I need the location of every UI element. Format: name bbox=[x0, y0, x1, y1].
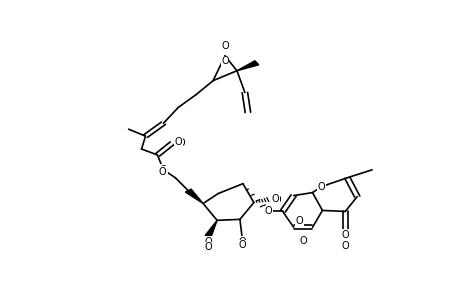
Text: O: O bbox=[158, 167, 166, 177]
Text: O: O bbox=[299, 236, 307, 246]
Polygon shape bbox=[185, 189, 203, 203]
Text: O: O bbox=[295, 216, 303, 226]
Text: O: O bbox=[204, 242, 212, 252]
Text: O: O bbox=[221, 41, 228, 51]
Polygon shape bbox=[205, 220, 217, 237]
Text: O: O bbox=[204, 236, 212, 247]
Text: O: O bbox=[273, 194, 280, 205]
Text: O: O bbox=[177, 138, 185, 148]
Text: O: O bbox=[238, 236, 245, 247]
Text: O: O bbox=[317, 182, 325, 192]
Text: O: O bbox=[263, 206, 271, 216]
Text: O: O bbox=[238, 240, 245, 250]
Text: O: O bbox=[159, 165, 167, 175]
Text: O: O bbox=[264, 206, 272, 216]
Text: O: O bbox=[271, 194, 279, 203]
Text: O: O bbox=[341, 230, 348, 240]
Polygon shape bbox=[236, 61, 258, 71]
Text: O: O bbox=[341, 241, 348, 251]
Text: O: O bbox=[317, 182, 325, 192]
Text: O: O bbox=[221, 56, 228, 66]
Text: O: O bbox=[174, 137, 182, 147]
